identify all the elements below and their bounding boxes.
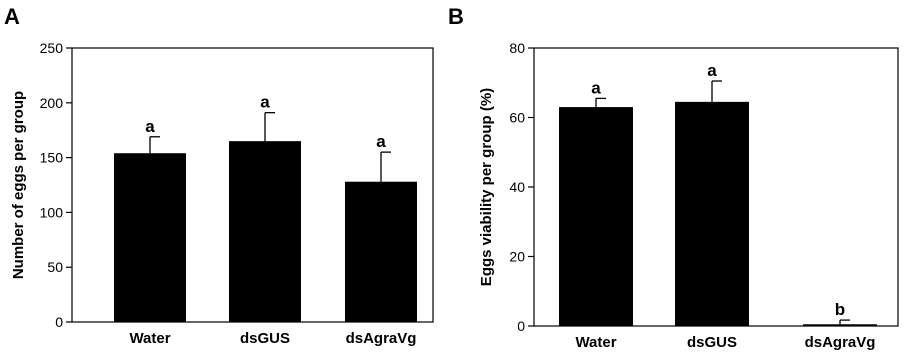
- bar: [114, 153, 186, 322]
- bar: [345, 181, 417, 322]
- panel-a: A a Water a dsGUS a dsAgraVg 0 50 100 150 200 250 Nu…: [4, 4, 434, 347]
- significance-label: a: [707, 61, 717, 80]
- y-tick-label: 60: [509, 110, 525, 126]
- y-tick-label: 50: [47, 259, 63, 275]
- y-tick-label: 150: [40, 150, 64, 166]
- significance-label: a: [376, 132, 386, 151]
- bar: [559, 107, 633, 326]
- y-tick-label: 0: [55, 314, 63, 330]
- bar: [229, 141, 301, 322]
- panel-b: B a Water a dsGUS b dsAgraVg 0 20 40 60 80 Eggs via…: [448, 4, 899, 351]
- x-tick-label: dsAgraVg: [346, 330, 417, 347]
- y-tick-label: 80: [509, 40, 525, 56]
- y-tick-label: 40: [509, 179, 525, 195]
- significance-label: a: [591, 78, 601, 97]
- x-tick-label: dsGUS: [687, 334, 737, 351]
- significance-label: b: [835, 300, 845, 319]
- significance-label: a: [260, 93, 270, 112]
- y-tick-label: 200: [40, 95, 64, 111]
- y-axis-title: Eggs viability per group (%): [478, 88, 495, 286]
- x-tick-label: dsAgraVg: [805, 334, 876, 351]
- bar: [675, 101, 749, 326]
- y-axis-title: Number of eggs per group: [10, 91, 27, 279]
- y-tick-label: 0: [517, 318, 525, 334]
- y-tick-label: 250: [40, 40, 64, 56]
- bar: [803, 324, 877, 326]
- y-tick-label: 20: [509, 249, 525, 265]
- x-tick-label: dsGUS: [240, 330, 290, 347]
- y-tick-label: 100: [40, 204, 64, 220]
- x-tick-label: Water: [575, 334, 616, 351]
- significance-label: a: [145, 117, 155, 136]
- plot-frame: [71, 47, 434, 323]
- x-tick-label: Water: [129, 330, 170, 347]
- panel-letter: A: [4, 4, 20, 29]
- panel-letter: B: [448, 4, 464, 29]
